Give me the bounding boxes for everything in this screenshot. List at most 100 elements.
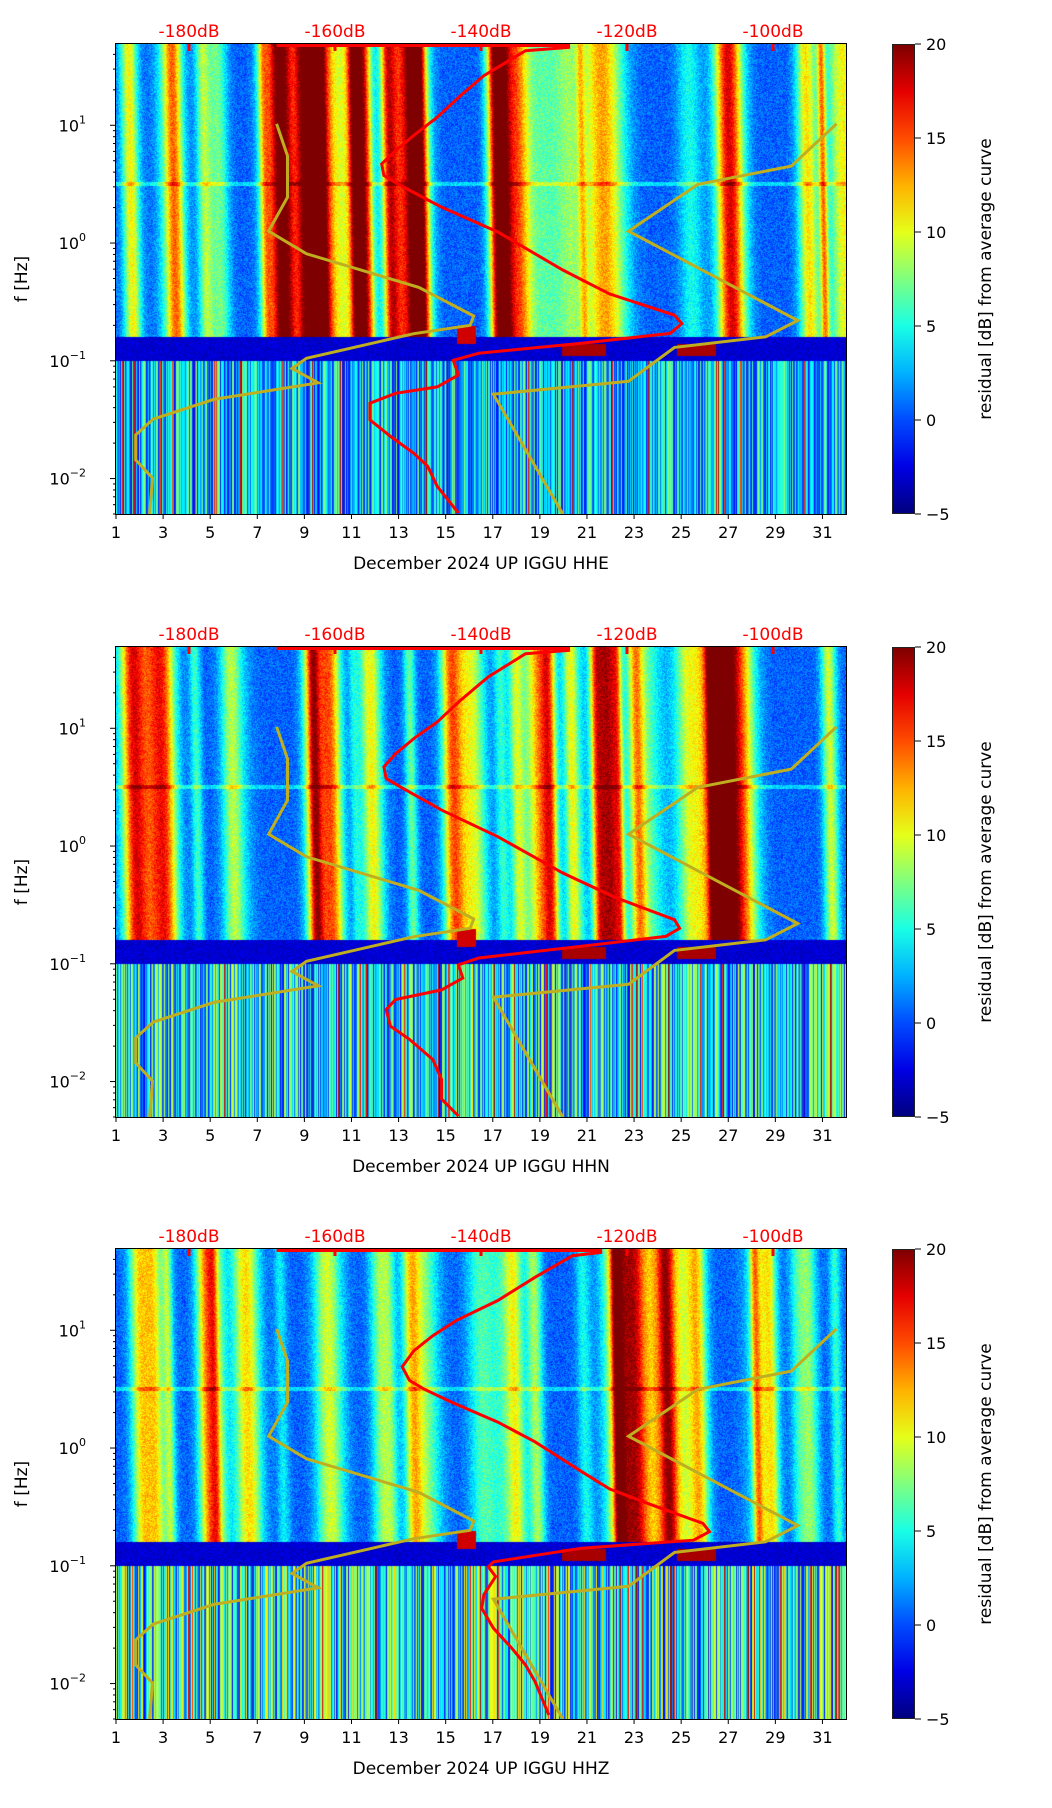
x-tick-label: 7 [252, 1728, 262, 1747]
colorbar-tick-label: 15 [926, 129, 946, 148]
colorbar-tick-label: 0 [926, 1014, 936, 1033]
colorbar-tick-label: 0 [926, 411, 936, 430]
colorbar-tick-label: 15 [926, 732, 946, 751]
colorbar-label: residual [dB] from average curve [976, 1343, 996, 1624]
x-tick-label: 7 [252, 523, 262, 542]
x-tick-label: 9 [299, 1728, 309, 1747]
colorbar-label: residual [dB] from average curve [976, 741, 996, 1022]
top-db-label: -120dB [596, 625, 657, 645]
top-db-label: -120dB [596, 22, 657, 42]
top-db-label: -160dB [304, 1227, 365, 1247]
x-tick-label: 7 [252, 1126, 262, 1145]
y-tick-label: 101 [59, 1318, 86, 1340]
colorbar-tick-label: 15 [926, 1334, 946, 1353]
x-tick-label: 31 [812, 523, 832, 542]
x-tick-label: 5 [205, 1126, 215, 1145]
x-tick-label: 19 [530, 1728, 550, 1747]
x-tick-label: 23 [624, 1126, 644, 1145]
x-axis-label: December 2024 UP IGGU HHN [116, 1157, 846, 1177]
top-db-label: -160dB [304, 22, 365, 42]
x-axis-label: December 2024 UP IGGU HHE [116, 554, 846, 574]
colorbar-tick-label: 0 [926, 1616, 936, 1635]
y-tick-label: 10−2 [49, 1070, 86, 1092]
x-tick-label: 23 [624, 523, 644, 542]
y-tick-label: 10−1 [49, 1554, 86, 1576]
colorbar-tick-label: 5 [926, 920, 936, 939]
colorbar-tick-label: 5 [926, 317, 936, 336]
colorbar-label: residual [dB] from average curve [976, 138, 996, 419]
colorbar-tick-label: 10 [926, 223, 946, 242]
colorbar-tick-label: −5 [926, 505, 950, 524]
top-db-label: -180dB [158, 1227, 219, 1247]
x-tick-label: 21 [577, 523, 597, 542]
x-tick-label: 9 [299, 1126, 309, 1145]
y-tick-label: 10−1 [49, 349, 86, 371]
x-tick-label: 15 [435, 1728, 455, 1747]
colorbar-tick-label: 20 [926, 638, 946, 657]
x-tick-label: 31 [812, 1728, 832, 1747]
x-tick-label: 29 [765, 1728, 785, 1747]
y-tick-label: 10−1 [49, 952, 86, 974]
top-db-label: -140dB [450, 625, 511, 645]
x-tick-label: 15 [435, 523, 455, 542]
colorbar-tick-label: 10 [926, 826, 946, 845]
colorbar [892, 647, 915, 1117]
x-tick-label: 3 [158, 1126, 168, 1145]
x-tick-label: 23 [624, 1728, 644, 1747]
colorbar-tick-label: 20 [926, 35, 946, 54]
top-db-label: -100dB [742, 22, 803, 42]
x-tick-label: 13 [388, 1126, 408, 1145]
x-tick-label: 3 [158, 1728, 168, 1747]
x-tick-label: 15 [435, 1126, 455, 1145]
top-db-label: -100dB [742, 625, 803, 645]
y-axis-label: f [Hz] [12, 859, 32, 905]
x-tick-label: 21 [577, 1728, 597, 1747]
colorbar-tick-label: −5 [926, 1108, 950, 1127]
colorbar-tick-label: 5 [926, 1522, 936, 1541]
colorbar-tick-label: 10 [926, 1428, 946, 1447]
x-tick-label: 27 [718, 523, 738, 542]
x-tick-label: 25 [671, 1728, 691, 1747]
y-tick-label: 101 [59, 716, 86, 738]
x-tick-label: 9 [299, 523, 309, 542]
x-tick-label: 17 [483, 1728, 503, 1747]
x-tick-label: 29 [765, 523, 785, 542]
x-tick-label: 17 [483, 523, 503, 542]
x-axis-label: December 2024 UP IGGU HHZ [116, 1759, 846, 1779]
x-tick-label: 3 [158, 523, 168, 542]
top-db-label: -180dB [158, 22, 219, 42]
colorbar [892, 1249, 915, 1719]
x-tick-label: 11 [341, 1728, 361, 1747]
x-tick-label: 25 [671, 523, 691, 542]
colorbar-tick-label: 20 [926, 1240, 946, 1259]
x-tick-label: 31 [812, 1126, 832, 1145]
x-tick-label: 13 [388, 1728, 408, 1747]
top-db-label: -160dB [304, 625, 365, 645]
top-db-label: -140dB [450, 1227, 511, 1247]
top-db-label: -100dB [742, 1227, 803, 1247]
x-tick-label: 27 [718, 1126, 738, 1145]
x-tick-label: 21 [577, 1126, 597, 1145]
x-tick-label: 5 [205, 1728, 215, 1747]
top-db-label: -180dB [158, 625, 219, 645]
x-tick-label: 1 [111, 523, 121, 542]
x-tick-label: 13 [388, 523, 408, 542]
x-tick-label: 17 [483, 1126, 503, 1145]
x-tick-label: 1 [111, 1126, 121, 1145]
colorbar-tick-label: −5 [926, 1710, 950, 1729]
x-tick-label: 25 [671, 1126, 691, 1145]
x-tick-label: 1 [111, 1728, 121, 1747]
x-tick-label: 19 [530, 1126, 550, 1145]
top-db-label: -120dB [596, 1227, 657, 1247]
y-axis-label: f [Hz] [12, 256, 32, 302]
y-tick-label: 100 [59, 1436, 86, 1458]
top-db-label: -140dB [450, 22, 511, 42]
x-tick-label: 27 [718, 1728, 738, 1747]
y-tick-label: 101 [59, 113, 86, 135]
colorbar [892, 44, 915, 514]
y-tick-label: 100 [59, 834, 86, 856]
y-tick-label: 100 [59, 231, 86, 253]
y-tick-label: 10−2 [49, 467, 86, 489]
